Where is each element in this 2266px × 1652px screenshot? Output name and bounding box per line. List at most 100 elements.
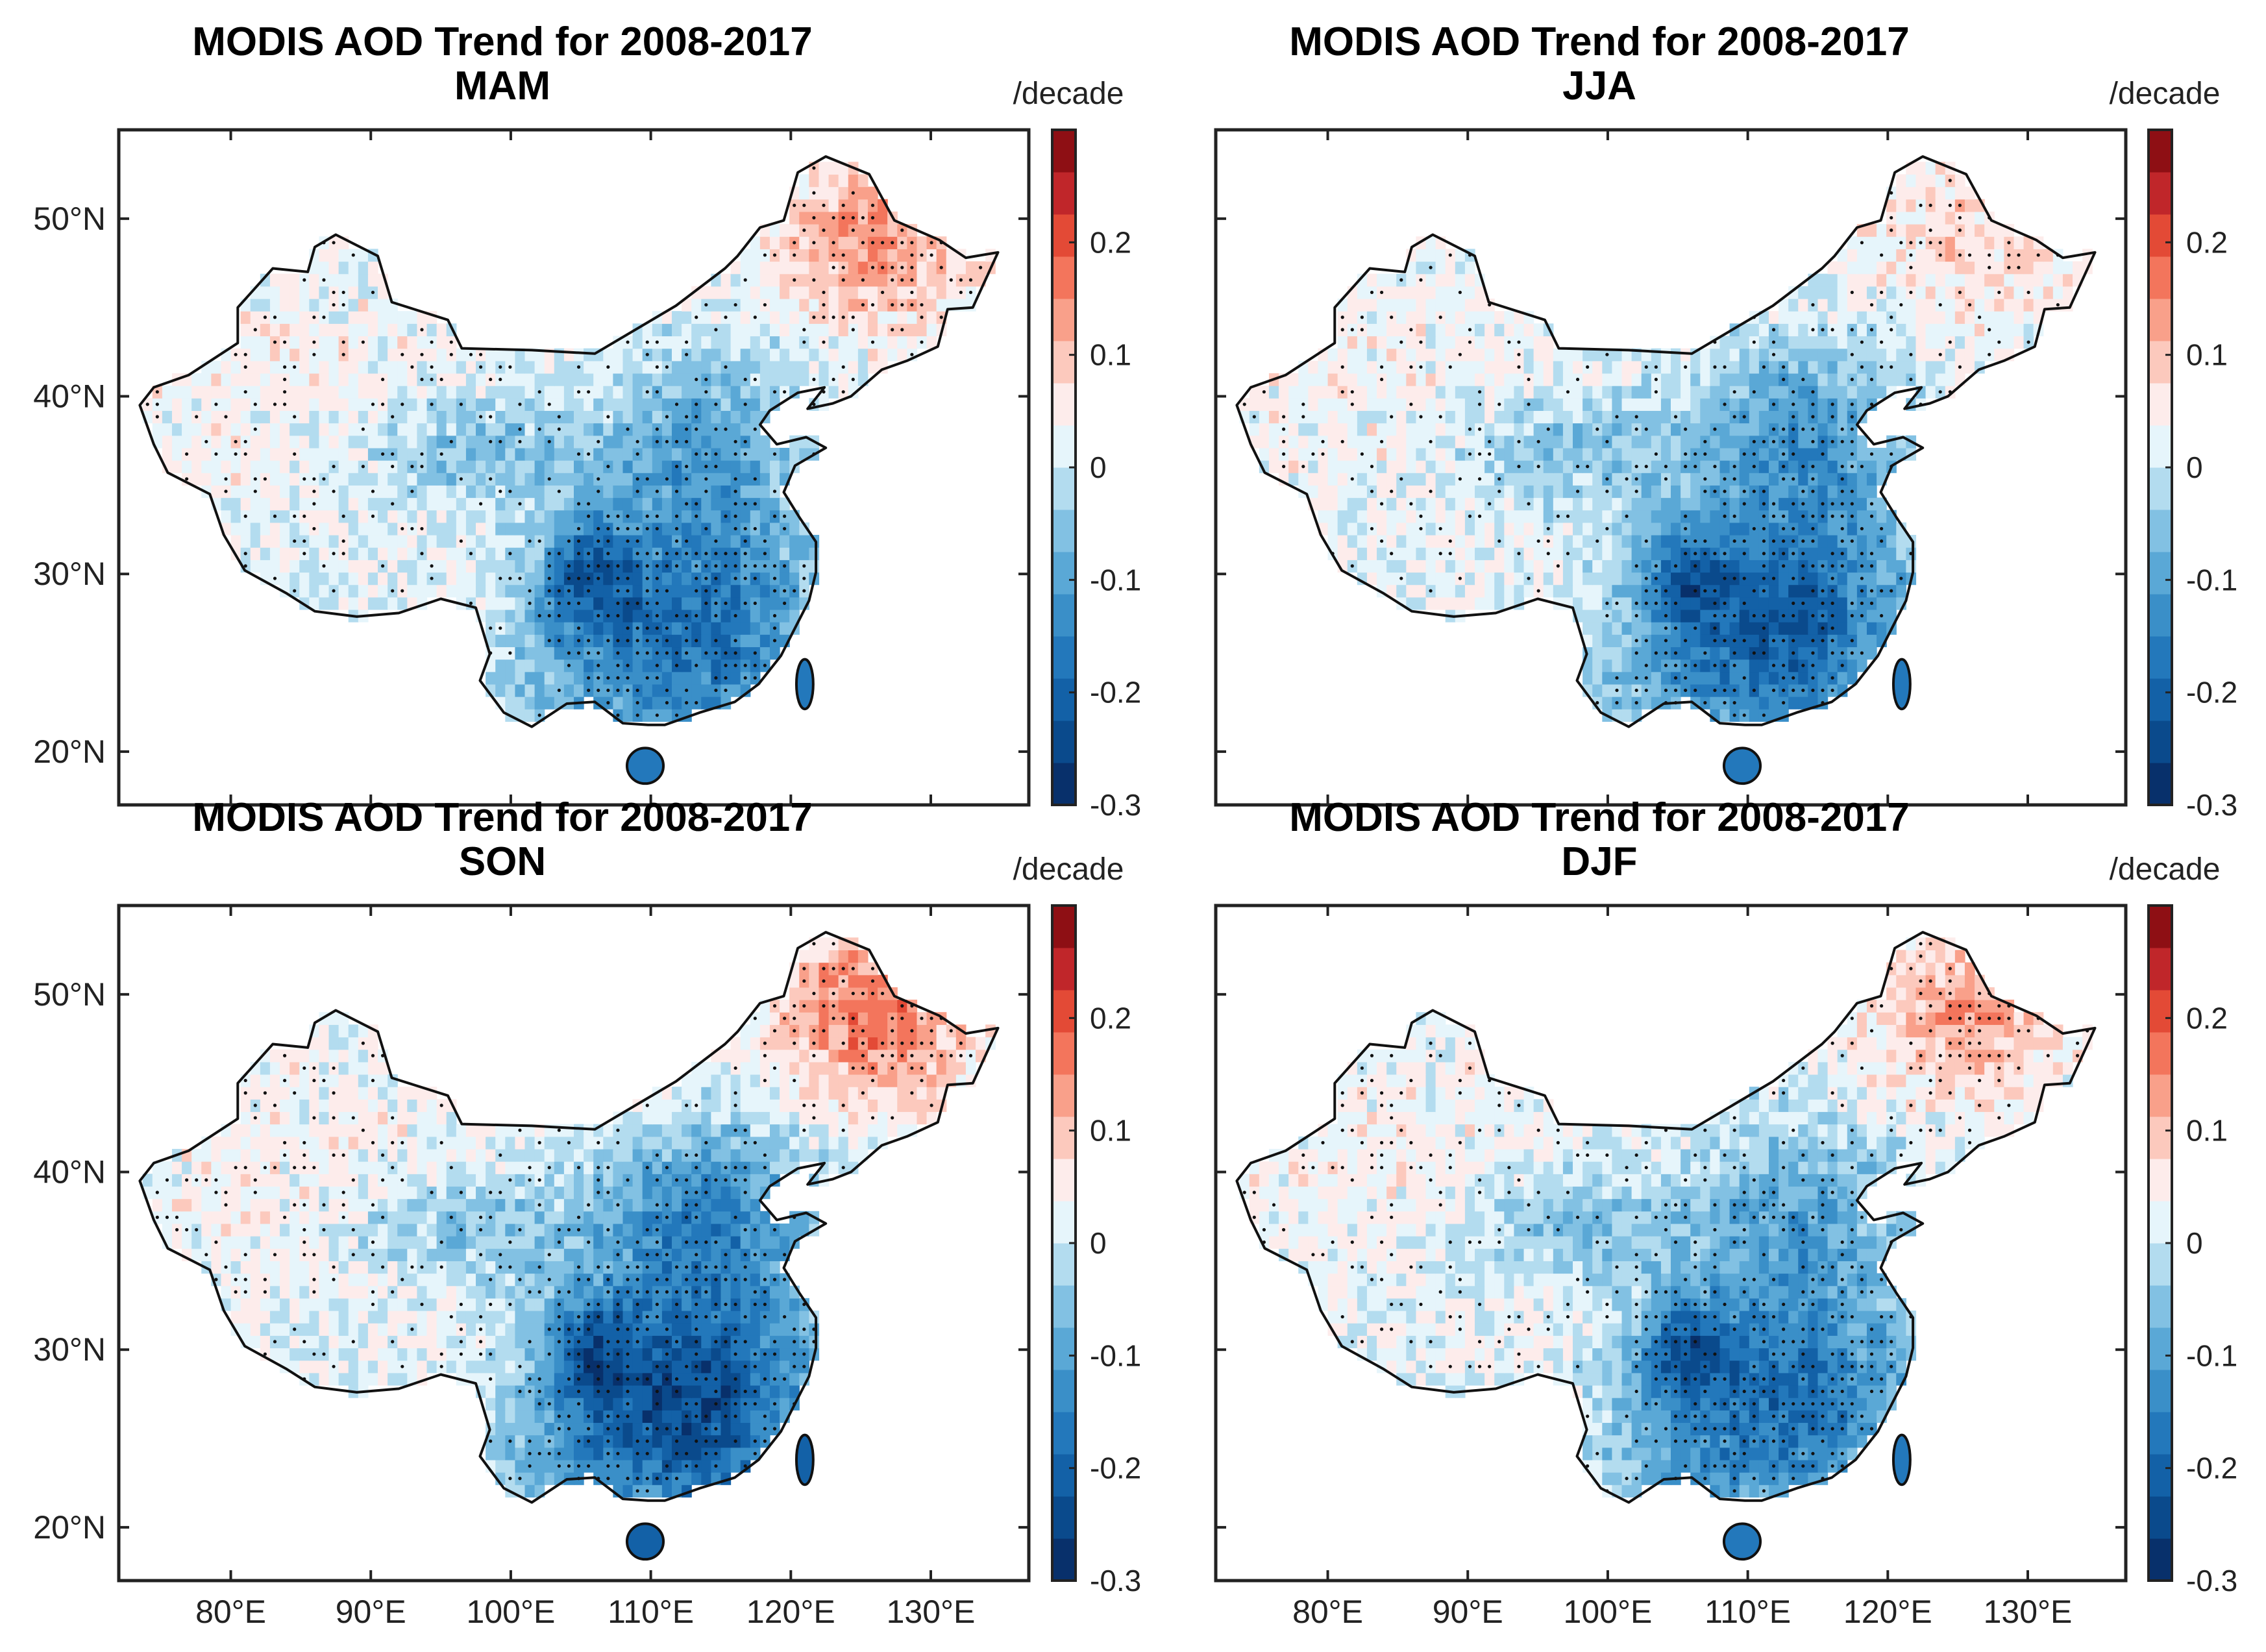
significance-dot [243,514,247,518]
heatmap-cell [1827,261,1838,275]
heatmap-cell [1660,560,1671,573]
heatmap-cell [1779,572,1789,586]
heatmap-cell [1729,560,1740,573]
heatmap-cell [1396,535,1407,548]
heatmap-cell [1386,286,1397,299]
heatmap-cell [632,460,643,473]
heatmap-cell [711,659,722,672]
heatmap-cell [171,435,182,449]
significance-dot [606,613,610,618]
heatmap-cell [878,224,888,237]
heatmap-cell [1671,435,1681,449]
heatmap-cell [632,497,643,511]
significance-dot [665,589,669,593]
heatmap-cell [1377,299,1387,312]
significance-dot [724,601,728,605]
heatmap-cell [1925,386,1936,399]
heatmap-cell [524,522,536,536]
heatmap-cell [1583,485,1593,499]
heatmap-cell [769,497,780,511]
significance-dot [841,216,845,220]
heatmap-cell [671,572,682,586]
significance-dot [1713,552,1717,556]
heatmap-cell [1866,522,1877,536]
heatmap-cell [378,311,388,324]
heatmap-cell [191,460,202,473]
significance-dot [704,552,708,556]
heatmap-cell [1817,671,1829,685]
significance-dot [1860,589,1864,593]
heatmap-cell [1425,299,1436,312]
heatmap-cell [780,535,790,548]
heatmap-cell [1837,360,1848,374]
significance-dot [968,290,973,295]
heatmap-cell [682,560,692,573]
heatmap-cell [1856,497,1867,511]
significance-dot [645,552,649,556]
heatmap-cell [534,522,545,536]
heatmap-cell [269,373,280,386]
heatmap-cell [1700,522,1710,536]
significance-dot [831,377,835,382]
heatmap-cell [1896,199,1906,212]
significance-dot [645,626,649,630]
heatmap-cell [465,535,476,548]
heatmap-cell [1915,299,1927,312]
heatmap-cell [407,386,418,399]
heatmap-cell [1779,398,1789,412]
heatmap-cell [1729,398,1740,412]
significance-dot [851,216,855,220]
heatmap-cell [661,535,672,548]
heatmap-cell [299,460,310,473]
heatmap-cell [1768,447,1779,461]
heatmap-cell [1366,299,1377,312]
significance-dot [695,639,698,643]
heatmap-cell [1396,423,1407,436]
significance-dot [1713,639,1717,643]
heatmap-cell [1514,311,1525,324]
significance-dot [841,265,845,269]
significance-dot [380,402,385,406]
heatmap-cell [780,609,790,623]
heatmap-cell [1366,336,1377,349]
heatmap-cell [671,311,682,324]
heatmap-cell [1445,497,1456,511]
heatmap-cell [867,286,878,299]
heatmap-cell [1866,273,1877,287]
heatmap-cell [2004,299,2015,312]
heatmap-cell [2033,286,2044,299]
significance-dot [685,502,689,506]
heatmap-cell [682,522,692,536]
heatmap-cell [1455,584,1466,598]
heatmap-cell [1318,410,1329,424]
heatmap-cell [1308,373,1319,386]
heatmap-cell [1779,386,1789,399]
heatmap-cell [171,460,182,473]
significance-dot [293,365,297,369]
significance-dot [400,589,404,593]
significance-dot [1429,439,1433,443]
significance-dot [861,278,865,282]
heatmap-cell [1583,386,1593,399]
heatmap-cell [1366,373,1377,386]
heatmap-cell [1327,473,1338,486]
significance-dot [695,564,698,568]
heatmap-cell [1318,485,1329,499]
heatmap-cell [682,572,692,586]
heatmap-cell [162,423,173,436]
heatmap-cell [1377,410,1387,424]
heatmap-cell [486,485,496,499]
heatmap-cell [436,398,447,412]
heatmap-cell [338,485,349,499]
significance-dot [1811,465,1815,469]
heatmap-cell [1464,485,1475,499]
heatmap-cell [1866,348,1877,362]
heatmap-cell [250,299,261,312]
heatmap-cell [750,286,761,299]
significance-dot [1792,576,1795,580]
significance-dot [1575,489,1580,493]
heatmap-cell [711,497,722,511]
heatmap-cell [319,597,330,610]
heatmap-cell [1954,236,1965,249]
heatmap-cell [1641,473,1652,486]
